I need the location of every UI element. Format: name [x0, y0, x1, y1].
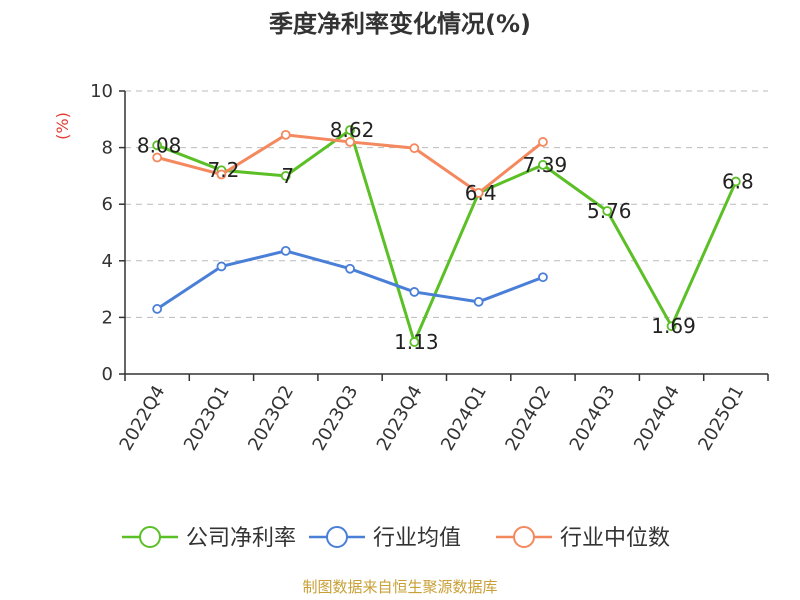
data-label: 7.2 [208, 158, 240, 182]
legend-label: 行业中位数 [560, 526, 670, 551]
x-tick-label: 2024Q3 [566, 382, 620, 454]
chart-title: 季度净利率变化情况(%) [269, 10, 531, 38]
data-labels: 8.08 7.2 7 8.62 1.13 6.4 7.39 5.76 1.69 6.8 [137, 118, 754, 354]
y-tick-label: 2 [102, 307, 113, 328]
data-point [409, 287, 420, 297]
data-point [280, 129, 291, 140]
data-label: 7.39 [523, 153, 568, 177]
data-point [345, 125, 355, 135]
x-tick-label: 2023Q4 [373, 382, 427, 454]
x-tick-label: 2024Q2 [501, 382, 555, 454]
data-point [345, 263, 355, 274]
data-point [409, 143, 420, 154]
legend-label: 公司净利率 [186, 526, 296, 551]
data-label: 7 [281, 164, 294, 188]
legend-marker [513, 526, 535, 548]
x-tick-label: 2023Q1 [180, 382, 234, 454]
data-point [152, 140, 163, 151]
legend-label: 行业均值 [373, 526, 461, 551]
y-tick-label: 8 [102, 138, 113, 159]
x-tick-label: 2023Q3 [308, 382, 362, 454]
data-point [280, 170, 291, 181]
data-label: 8.08 [137, 133, 182, 157]
x-tick-label: 2022Q4 [116, 382, 170, 454]
y-tick-label: 4 [102, 251, 113, 272]
data-label: 1.13 [394, 330, 439, 354]
data-point [538, 272, 548, 283]
y-axis-label: (%) [53, 112, 72, 140]
y-tick-label: 10 [90, 81, 113, 102]
data-point [602, 206, 613, 216]
series-lines [152, 125, 741, 347]
data-label: 1.69 [651, 314, 696, 338]
series-line [156, 128, 738, 344]
data-label: 6.8 [722, 170, 754, 194]
data-point [473, 296, 484, 307]
data-point [730, 176, 741, 187]
data-point [345, 137, 355, 147]
data-point [280, 245, 291, 256]
x-tick-label: 2024Q1 [437, 382, 491, 454]
data-point [152, 152, 163, 163]
data-point [152, 304, 163, 314]
x-tick-label: 2025Q1 [694, 382, 748, 454]
data-point [216, 261, 227, 272]
grid-lines [125, 90, 768, 318]
y-tick-label: 0 [102, 364, 113, 385]
series-line [156, 249, 544, 311]
data-point [538, 137, 548, 147]
legend: 公司净利率 行业均值 行业中位数 [122, 526, 670, 551]
legend-marker [139, 526, 161, 548]
data-point [216, 169, 227, 180]
data-label: 5.76 [587, 199, 632, 223]
data-point [409, 337, 420, 347]
data-label: 8.62 [330, 118, 375, 142]
data-point [473, 187, 484, 198]
x-tick-label: 2024Q4 [630, 382, 684, 454]
y-tick-label: 6 [102, 194, 113, 215]
x-tick-label: 2023Q2 [244, 382, 298, 454]
data-point [538, 159, 548, 170]
data-label: 6.4 [465, 181, 497, 205]
data-point [666, 321, 677, 332]
legend-marker [326, 526, 348, 548]
source-note: 制图数据来自恒生聚源数据库 [302, 578, 498, 596]
